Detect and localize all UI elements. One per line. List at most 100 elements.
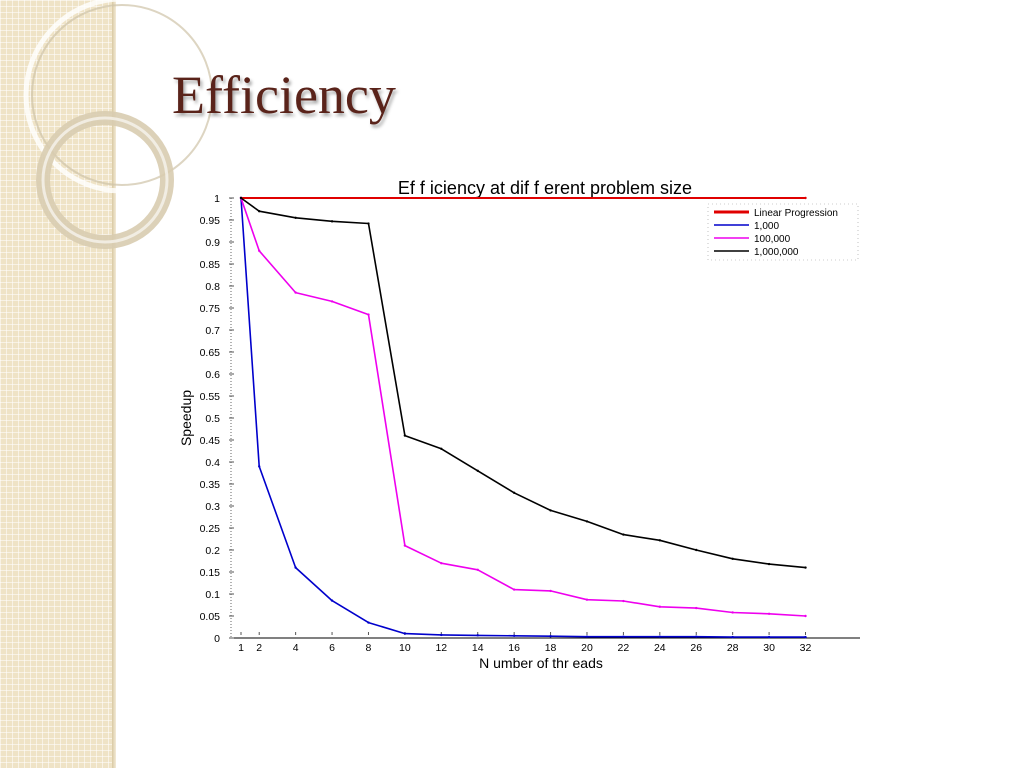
y-axis-label: Speedup — [178, 390, 194, 446]
x-tick-label: 6 — [329, 642, 335, 654]
x-tick-label: 4 — [293, 642, 299, 654]
legend-label: 1,000,000 — [754, 247, 799, 258]
y-tick-label: 0.65 — [200, 347, 221, 359]
y-tick-label: 0.8 — [205, 281, 220, 293]
data-point-3 — [294, 216, 297, 219]
data-point-1 — [622, 635, 625, 638]
data-point-2 — [512, 588, 516, 591]
data-point-3 — [403, 434, 407, 437]
side-panel-edge — [112, 0, 116, 768]
data-point-1 — [403, 632, 407, 635]
data-point-2 — [585, 598, 589, 601]
series-line-1 — [240, 197, 806, 638]
x-tick-label: 1 — [238, 642, 244, 654]
x-tick-label: 10 — [399, 642, 411, 654]
y-tick-label: 0.4 — [205, 457, 220, 469]
data-point-1 — [476, 634, 479, 637]
data-point-1 — [804, 635, 807, 639]
data-point-3 — [804, 566, 807, 569]
chart-title: Ef f iciency at dif f erent problem size — [398, 178, 692, 198]
y-tick-label: 0 — [214, 633, 220, 645]
y-tick-label: 0.25 — [200, 523, 221, 535]
data-point-1 — [585, 635, 589, 638]
y-tick-label: 1 — [214, 193, 220, 205]
data-point-3 — [622, 533, 625, 536]
data-point-3 — [767, 562, 771, 566]
data-point-2 — [367, 313, 370, 316]
data-point-1 — [731, 635, 734, 639]
x-tick-label: 20 — [581, 642, 593, 654]
y-tick-label: 0.1 — [205, 589, 220, 601]
data-point-3 — [585, 520, 589, 523]
slide-title: Efficiency — [172, 65, 396, 125]
x-tick-label: 16 — [508, 642, 520, 654]
data-point-3 — [476, 469, 479, 472]
data-point-3 — [549, 509, 552, 512]
data-point-0 — [804, 196, 807, 200]
data-point-2 — [440, 562, 443, 565]
y-tick-label: 0.2 — [205, 545, 220, 557]
y-tick-label: 0.75 — [200, 303, 221, 315]
data-point-2 — [767, 612, 771, 615]
data-point-1 — [367, 621, 370, 624]
data-point-3 — [330, 220, 334, 223]
data-point-2 — [294, 291, 297, 294]
data-point-1 — [294, 566, 297, 569]
x-tick-label: 18 — [545, 642, 557, 654]
data-point-1 — [512, 634, 516, 637]
x-axis-label: N umber of thr eads — [479, 655, 603, 671]
data-point-1 — [330, 599, 334, 602]
x-tick-label: 14 — [472, 642, 484, 654]
y-tick-label: 0.95 — [200, 215, 221, 227]
legend-label: 1,000 — [754, 221, 779, 232]
data-point-2 — [804, 614, 807, 618]
x-tick-label: 30 — [763, 642, 775, 654]
series-line-2 — [240, 197, 806, 617]
data-point-1 — [549, 635, 552, 638]
data-point-1 — [440, 633, 443, 637]
y-tick-label: 0.7 — [205, 325, 220, 337]
data-point-3 — [731, 557, 734, 560]
data-point-1 — [767, 635, 771, 639]
data-point-3 — [440, 447, 443, 450]
data-point-3 — [258, 210, 261, 213]
data-point-2 — [330, 300, 334, 303]
data-point-2 — [731, 611, 734, 614]
data-point-3 — [512, 491, 516, 494]
x-tick-label: 2 — [256, 642, 262, 654]
data-point-1 — [658, 635, 662, 638]
legend-label: 100,000 — [754, 234, 791, 245]
y-tick-label: 0.55 — [200, 391, 221, 403]
data-point-3 — [695, 548, 698, 552]
data-point-2 — [258, 249, 261, 252]
y-tick-label: 0.6 — [205, 369, 220, 381]
legend-label: Linear Progression — [754, 208, 838, 219]
y-tick-label: 0.9 — [205, 237, 220, 249]
x-tick-label: 12 — [435, 642, 447, 654]
y-tick-label: 0.45 — [200, 435, 221, 447]
data-point-1 — [695, 635, 698, 638]
data-point-2 — [476, 568, 479, 571]
x-tick-label: 22 — [618, 642, 630, 654]
data-point-2 — [695, 606, 698, 610]
x-tick-label: 26 — [690, 642, 702, 654]
y-tick-label: 0.3 — [205, 501, 220, 513]
data-point-1 — [258, 465, 261, 468]
data-point-3 — [367, 222, 370, 225]
data-point-2 — [658, 605, 662, 608]
y-tick-label: 0.85 — [200, 259, 221, 271]
data-point-2 — [403, 544, 407, 547]
x-tick-label: 8 — [366, 642, 372, 654]
x-tick-label: 24 — [654, 642, 666, 654]
data-point-3 — [239, 196, 243, 200]
y-tick-label: 0.05 — [200, 611, 221, 623]
data-point-2 — [549, 589, 552, 593]
data-point-3 — [658, 539, 662, 542]
y-tick-label: 0.15 — [200, 567, 221, 579]
x-tick-label: 32 — [800, 642, 812, 654]
y-tick-label: 0.5 — [205, 413, 220, 425]
x-tick-label: 28 — [727, 642, 739, 654]
data-point-2 — [622, 599, 625, 603]
y-tick-label: 0.35 — [200, 479, 221, 491]
